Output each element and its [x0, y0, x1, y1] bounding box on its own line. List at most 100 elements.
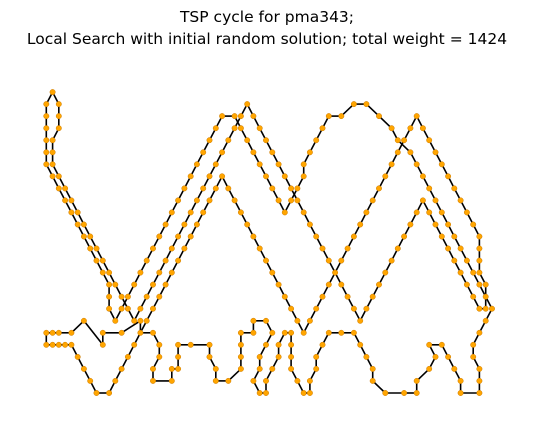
tour-node	[263, 377, 269, 384]
tour-node	[426, 209, 433, 216]
tour-node	[150, 365, 156, 372]
tour-node	[150, 281, 156, 288]
tour-node	[306, 377, 313, 384]
tour-node	[43, 125, 50, 132]
tour-node	[156, 293, 163, 300]
chart-title-line-2: Local Search with initial random solutio…	[27, 30, 507, 48]
tour-node	[401, 137, 408, 144]
tour-node	[300, 329, 307, 336]
tour-node	[181, 221, 188, 228]
tour-node	[250, 377, 257, 384]
tour-node	[156, 341, 163, 348]
tour-node	[43, 149, 50, 156]
tour-node	[482, 305, 489, 312]
tour-node	[275, 197, 282, 204]
tour-node	[181, 185, 188, 192]
tour-node	[344, 245, 351, 252]
tour-node	[168, 209, 175, 216]
tour-node	[131, 281, 138, 288]
tour-node	[256, 125, 263, 132]
tour-node	[338, 113, 345, 120]
tour-node	[137, 317, 144, 324]
tour-node	[325, 329, 332, 336]
tour-node	[49, 149, 56, 156]
tour-node	[93, 245, 100, 252]
tour-node	[445, 353, 452, 360]
tour-node	[482, 293, 489, 300]
tour-node	[212, 125, 219, 132]
tour-node	[187, 173, 194, 180]
tour-node	[250, 149, 257, 156]
tour-node	[476, 305, 483, 312]
tour-node	[451, 365, 458, 372]
tour-node	[288, 329, 295, 336]
tour-node	[150, 245, 156, 252]
tour-node	[463, 209, 470, 216]
tour-node	[313, 233, 320, 240]
tour-node	[413, 377, 420, 384]
tour-node	[457, 245, 464, 252]
tour-node	[451, 185, 458, 192]
tour-node	[489, 305, 495, 312]
tour-node	[219, 173, 226, 180]
tour-node	[463, 281, 470, 288]
tour-node	[407, 149, 414, 156]
tour-node	[432, 149, 439, 156]
tour-node	[457, 269, 464, 276]
tour-node	[150, 329, 156, 336]
tour-node	[476, 257, 483, 264]
tour-node	[281, 329, 288, 336]
tour-node	[388, 257, 395, 264]
tour-node	[263, 173, 269, 180]
tour-node	[131, 317, 138, 324]
tour-node	[432, 197, 439, 204]
tour-node	[187, 341, 194, 348]
tour-node	[112, 377, 119, 384]
tour-node	[319, 293, 326, 300]
tour-node	[162, 281, 169, 288]
tour-node	[118, 365, 125, 372]
tour-node	[451, 233, 458, 240]
tour-node	[162, 257, 169, 264]
tour-node	[306, 390, 313, 396]
tour-node	[382, 269, 389, 276]
chart-title-line-1: TSP cycle for pma343;	[179, 8, 354, 26]
tour-node	[306, 149, 313, 156]
tour-node	[62, 197, 69, 204]
tour-node	[470, 341, 477, 348]
tour-node	[269, 149, 276, 156]
tour-node	[338, 329, 345, 336]
tour-node	[106, 269, 113, 276]
tour-node	[156, 353, 163, 360]
tour-node	[388, 161, 395, 168]
tour-node	[106, 281, 113, 288]
tour-node	[49, 89, 56, 96]
tour-node	[219, 113, 226, 120]
tour-node	[156, 233, 163, 240]
tour-node	[476, 269, 483, 276]
tour-node	[55, 173, 62, 180]
tour-node	[62, 185, 69, 192]
tour-node	[288, 353, 295, 360]
tour-node	[306, 317, 313, 324]
tour-node	[457, 390, 464, 396]
tour-node	[250, 317, 257, 324]
tour-node	[112, 317, 119, 324]
tour-node	[200, 149, 207, 156]
tour-node	[49, 137, 56, 144]
tour-node	[49, 161, 56, 168]
tour-node	[168, 377, 175, 384]
tour-node	[143, 293, 150, 300]
tour-node	[206, 353, 213, 360]
tour-node	[237, 329, 244, 336]
tour-node	[407, 221, 414, 228]
tour-node	[244, 101, 251, 108]
tour-node	[74, 221, 81, 228]
tour-node	[175, 257, 182, 264]
tour-node	[300, 390, 307, 396]
tour-node	[187, 233, 194, 240]
tour-node	[300, 173, 307, 180]
tour-node	[206, 341, 213, 348]
tour-node	[175, 353, 182, 360]
